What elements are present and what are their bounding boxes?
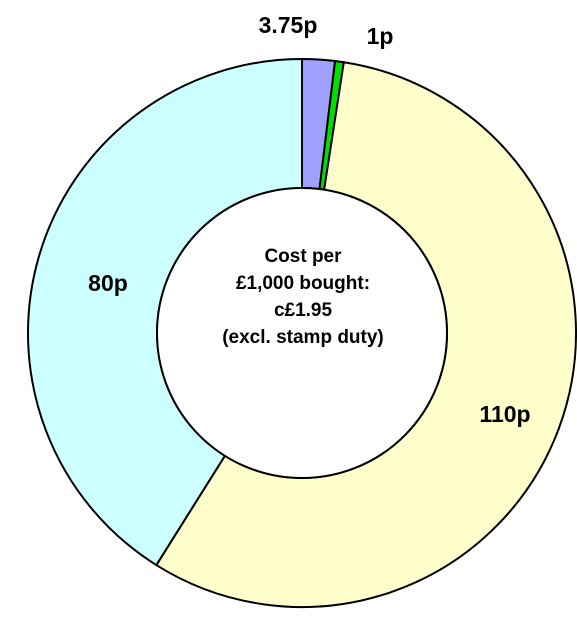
center-text: (excl. stamp duty): [222, 327, 384, 348]
data-label: 80p: [88, 270, 128, 296]
center-text: Cost per: [264, 246, 342, 267]
donut-hole: [156, 187, 448, 479]
data-label: 110p: [479, 401, 530, 427]
center-text: c£1.95: [274, 300, 333, 321]
data-label: 1p: [367, 23, 394, 49]
data-label: 3.75p: [259, 12, 318, 38]
center-text: £1,000 bought:: [236, 273, 370, 294]
